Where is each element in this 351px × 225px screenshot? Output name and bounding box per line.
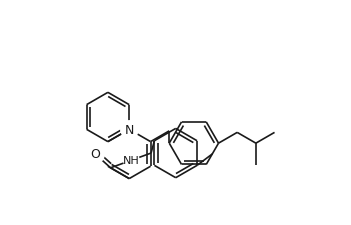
Text: N: N: [125, 123, 134, 136]
Text: NH: NH: [122, 156, 139, 166]
Text: O: O: [90, 148, 100, 161]
